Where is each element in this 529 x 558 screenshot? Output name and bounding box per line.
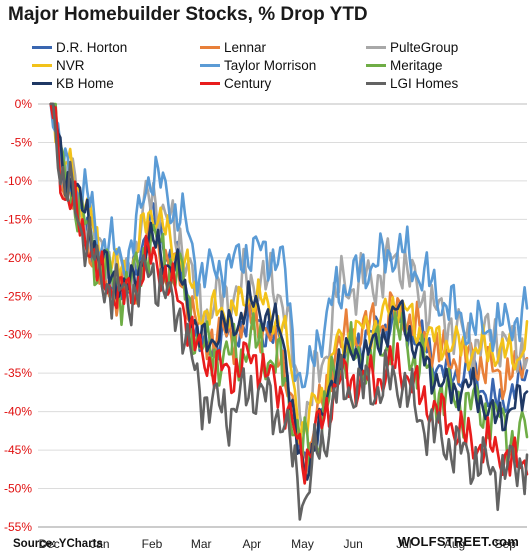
series-line: [49, 102, 529, 389]
legend-item: Meritage: [366, 56, 443, 74]
legend-item: NVR: [32, 56, 85, 74]
x-tick-label: Apr: [242, 537, 261, 551]
y-tick-label: -30%: [4, 328, 32, 342]
series-line: [49, 102, 529, 481]
legend-label: PulteGroup: [390, 39, 459, 55]
legend-item: Century: [200, 74, 271, 92]
y-tick-label: 0%: [15, 97, 33, 111]
legend-swatch: [32, 45, 52, 49]
y-tick-label: -35%: [4, 366, 32, 380]
legend-swatch: [200, 81, 220, 85]
source-label: Source: YCharts: [13, 538, 103, 550]
legend-swatch: [200, 45, 220, 49]
x-tick-label: Jun: [344, 537, 363, 551]
y-tick-label: -10%: [4, 174, 32, 188]
x-tick-label: Aug: [444, 537, 465, 551]
x-tick-label: Sep: [495, 537, 517, 551]
x-tick-label: Jul: [396, 537, 411, 551]
legend-label: Century: [224, 75, 272, 91]
legend-swatch: [32, 81, 52, 85]
x-tick-label: Dec: [38, 537, 59, 551]
legend-label: Meritage: [390, 57, 443, 73]
legend-swatch: [200, 63, 220, 67]
legend-item: LGI Homes: [366, 74, 458, 92]
x-tick-label: Mar: [191, 537, 212, 551]
series-lines: [49, 102, 529, 521]
series-line: [49, 102, 529, 521]
legend-item: KB Home: [32, 74, 114, 92]
legend-item: PulteGroup: [366, 38, 458, 56]
x-tick-label: Feb: [142, 537, 163, 551]
y-tick-label: -45%: [4, 443, 32, 457]
brand-label: WOLFSTREET.com: [397, 534, 519, 549]
series-line: [49, 102, 529, 485]
x-tick-label: Jan: [90, 537, 109, 551]
legend-label: NVR: [56, 57, 85, 73]
legend-label: KB Home: [56, 75, 114, 91]
legend-item: Lennar: [200, 38, 266, 56]
legend-item: Taylor Morrison: [200, 56, 316, 74]
legend-swatch: [32, 63, 52, 67]
legend-item: D.R. Horton: [32, 38, 127, 56]
legend-label: D.R. Horton: [56, 39, 128, 55]
axes: 0% -5% -10% -15% -20% -25% -30% -35% -40% -45% -50…: [4, 97, 527, 551]
chart-title: Major Homebuilder Stocks, % Drop YTD: [8, 4, 368, 25]
legend-swatch: [366, 81, 386, 85]
y-tick-label: -20%: [4, 251, 32, 265]
legend-swatch: [366, 45, 386, 49]
y-tick-label: -15%: [4, 212, 32, 226]
gridlines: [38, 103, 527, 528]
y-tick-label: -50%: [4, 482, 32, 496]
legend-label: Taylor Morrison: [224, 57, 317, 73]
y-tick-label: -5%: [11, 135, 33, 149]
legend-label: LGI Homes: [390, 75, 459, 91]
y-tick-label: -55%: [4, 520, 32, 534]
legend-swatch: [366, 63, 386, 67]
legend-label: Lennar: [224, 39, 267, 55]
legend: D.R. Horton Lennar PulteGroup NVR Taylor Mor…: [32, 38, 527, 96]
y-tick-label: -40%: [4, 405, 32, 419]
y-tick-label: -25%: [4, 289, 32, 303]
x-tick-label: May: [291, 537, 314, 551]
